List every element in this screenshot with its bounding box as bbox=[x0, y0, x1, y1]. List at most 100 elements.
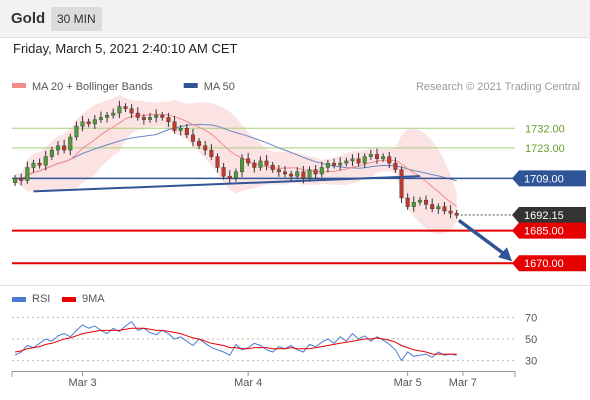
candle bbox=[80, 121, 85, 127]
rsi-level-label: 70 bbox=[525, 312, 537, 324]
top-bar: Gold 30 MIN bbox=[0, 0, 590, 38]
candle bbox=[246, 158, 251, 164]
support-price-tag: 1685.00 bbox=[524, 226, 564, 238]
credit-label: Research © 2021 Trading Central bbox=[416, 81, 580, 93]
candle bbox=[111, 112, 116, 116]
candle bbox=[264, 160, 269, 166]
pivot-price-tag-bg bbox=[512, 170, 586, 187]
candle bbox=[197, 141, 202, 146]
ma50-line bbox=[15, 123, 457, 182]
candle bbox=[387, 156, 392, 164]
candle bbox=[37, 162, 42, 166]
candle bbox=[19, 178, 24, 181]
candle bbox=[282, 171, 287, 175]
candle bbox=[98, 117, 103, 120]
candle bbox=[319, 167, 324, 175]
candle bbox=[215, 156, 220, 168]
forecast-arrow-head bbox=[498, 247, 512, 262]
candle bbox=[424, 199, 429, 205]
candle bbox=[154, 115, 159, 118]
x-tick-label: Mar 5 bbox=[394, 377, 422, 389]
candle bbox=[454, 212, 459, 216]
candle bbox=[233, 171, 238, 179]
candle bbox=[301, 171, 306, 179]
candle bbox=[172, 121, 177, 131]
candle bbox=[374, 154, 379, 159]
bollinger-band bbox=[15, 94, 457, 235]
candle bbox=[43, 156, 48, 166]
candle bbox=[436, 206, 441, 210]
rsi-legend-swatch bbox=[12, 297, 26, 302]
support-price-tag: 1670.00 bbox=[524, 258, 564, 270]
candle bbox=[276, 169, 281, 173]
candle bbox=[338, 162, 343, 166]
support-price-tag-bg bbox=[512, 222, 586, 239]
candle bbox=[31, 162, 36, 168]
candle bbox=[141, 117, 146, 120]
candle bbox=[92, 119, 97, 125]
candle bbox=[399, 169, 404, 199]
x-tick-label: Mar 4 bbox=[234, 377, 262, 389]
candle bbox=[117, 106, 122, 114]
candle bbox=[184, 128, 189, 136]
candle bbox=[203, 145, 208, 151]
resistance-label: 1732.00 bbox=[525, 123, 565, 135]
candle bbox=[105, 115, 110, 118]
rsi-ma-line bbox=[15, 327, 457, 355]
candle bbox=[74, 125, 79, 138]
candle bbox=[381, 156, 386, 159]
forecast-arrow-shaft bbox=[457, 218, 508, 257]
rsi-level-label: 50 bbox=[525, 334, 537, 346]
candle bbox=[129, 108, 134, 114]
pivot-price-tag: 1709.00 bbox=[524, 173, 564, 185]
candle bbox=[68, 136, 73, 151]
last-price-tag-bg bbox=[512, 207, 586, 224]
candle bbox=[325, 162, 330, 168]
candle bbox=[332, 162, 337, 166]
candle bbox=[411, 202, 416, 207]
candle bbox=[258, 160, 263, 168]
candle bbox=[227, 175, 232, 179]
candle bbox=[270, 165, 275, 170]
support-price-tag-bg bbox=[512, 255, 586, 272]
candle bbox=[148, 117, 153, 120]
x-tick-label: Mar 7 bbox=[449, 377, 477, 389]
rsi-legend-label: RSI bbox=[32, 293, 50, 305]
candle bbox=[13, 178, 18, 183]
rsi-line bbox=[14, 321, 457, 362]
candle bbox=[307, 169, 312, 179]
x-tick-label: Mar 3 bbox=[68, 377, 96, 389]
rsi-ma-legend-swatch bbox=[62, 297, 76, 302]
legend-label: MA 50 bbox=[204, 81, 235, 93]
candle bbox=[190, 134, 195, 142]
rsi-ma-legend-label: 9MA bbox=[82, 293, 105, 305]
candle bbox=[393, 162, 398, 170]
candle bbox=[344, 160, 349, 164]
candle bbox=[295, 171, 300, 177]
candle bbox=[362, 156, 367, 164]
candle bbox=[160, 115, 165, 118]
candle bbox=[368, 154, 373, 157]
candle bbox=[56, 145, 61, 151]
candle bbox=[289, 173, 294, 177]
trendline bbox=[33, 175, 420, 193]
candle bbox=[221, 167, 226, 177]
candle bbox=[62, 145, 67, 151]
candle bbox=[49, 149, 54, 157]
rsi-level-label: 30 bbox=[525, 356, 537, 368]
instrument-title: Gold bbox=[11, 10, 46, 27]
candle bbox=[430, 204, 435, 210]
legend-label: MA 20 + Bollinger Bands bbox=[32, 81, 153, 93]
candle bbox=[252, 162, 257, 168]
candle bbox=[166, 117, 171, 122]
candle bbox=[123, 106, 128, 109]
candle bbox=[178, 128, 183, 131]
candle bbox=[417, 199, 422, 203]
timeframe-badge[interactable]: 30 MIN bbox=[51, 7, 102, 31]
chart-datetime: Friday, March 5, 2021 2:40:10 AM CET bbox=[13, 41, 238, 56]
candle bbox=[350, 158, 355, 162]
candle bbox=[25, 167, 30, 181]
candle bbox=[313, 169, 318, 175]
candle bbox=[135, 112, 140, 118]
